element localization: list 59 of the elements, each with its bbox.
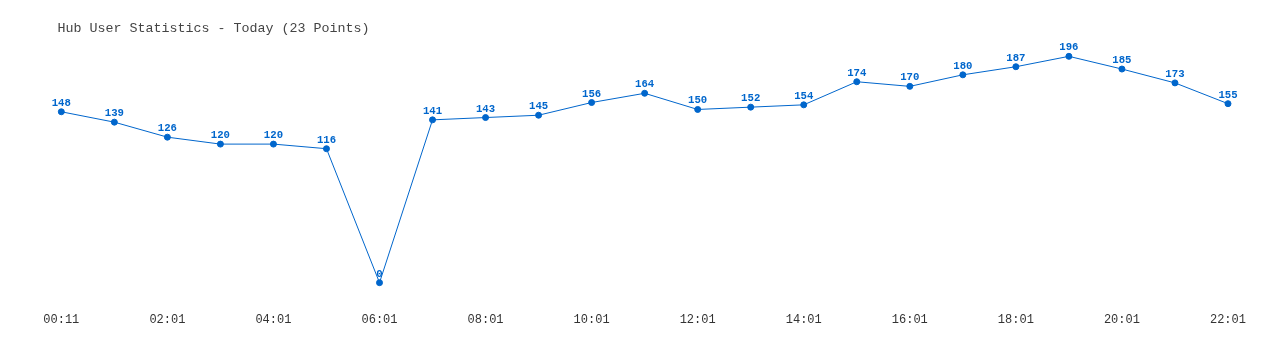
data-label: 150 <box>688 94 708 107</box>
point <box>57 108 65 116</box>
point <box>641 89 649 97</box>
point <box>482 114 490 122</box>
x-tick-label: 12:01 <box>679 312 716 327</box>
data-label: 196 <box>1059 41 1079 54</box>
data-label: 139 <box>104 107 124 120</box>
data-label: 145 <box>529 100 549 113</box>
x-tick-label: 18:01 <box>997 312 1034 327</box>
point <box>959 71 967 79</box>
x-tick-label: 22:01 <box>1209 312 1246 327</box>
data-label: 154 <box>794 89 814 102</box>
x-tick-label: 02:01 <box>149 312 186 327</box>
x-tick-label: 08:01 <box>467 312 504 327</box>
point <box>535 111 543 119</box>
data-label: 164 <box>635 78 655 91</box>
data-label: 143 <box>475 102 496 115</box>
data-label: 180 <box>953 59 973 72</box>
point <box>429 116 437 124</box>
point <box>694 105 702 113</box>
point <box>322 145 330 153</box>
data-label: 120 <box>210 129 230 142</box>
point <box>1012 63 1020 71</box>
x-tick-label: 04:01 <box>255 312 292 327</box>
x-tick-label: 10:01 <box>573 312 610 327</box>
data-label: 116 <box>316 133 337 146</box>
point <box>588 99 596 107</box>
chart-title: Hub User Statistics - Today (23 Points) <box>57 20 370 36</box>
point <box>1065 52 1073 60</box>
data-label: 185 <box>1112 54 1132 67</box>
data-label: 170 <box>900 71 920 84</box>
x-tick-label: 16:01 <box>891 312 928 327</box>
x-tick-label: 06:01 <box>361 312 398 327</box>
point <box>163 133 171 141</box>
x-tick-label: 20:01 <box>1103 312 1140 327</box>
point <box>216 140 224 148</box>
point <box>853 78 861 86</box>
data-label: 187 <box>1006 51 1026 64</box>
data-label: 152 <box>741 92 761 105</box>
data-label: 173 <box>1165 67 1185 80</box>
x-tick-label: 14:01 <box>785 312 822 327</box>
point <box>906 82 914 90</box>
data-label: 0 <box>376 267 383 280</box>
point <box>110 118 118 126</box>
point <box>269 140 277 148</box>
point <box>1224 100 1232 108</box>
point <box>747 103 755 111</box>
data-label: 155 <box>1218 88 1238 101</box>
data-label: 141 <box>422 104 443 117</box>
data-label: 156 <box>582 87 602 100</box>
data-label: 126 <box>157 122 177 135</box>
data-label: 120 <box>263 129 284 142</box>
point <box>376 279 383 287</box>
point <box>1118 65 1126 73</box>
point <box>800 101 808 109</box>
data-label: 148 <box>51 96 71 109</box>
x-tick-label: 00:11 <box>43 312 80 327</box>
data-label: 174 <box>847 66 867 79</box>
point <box>1171 79 1179 87</box>
